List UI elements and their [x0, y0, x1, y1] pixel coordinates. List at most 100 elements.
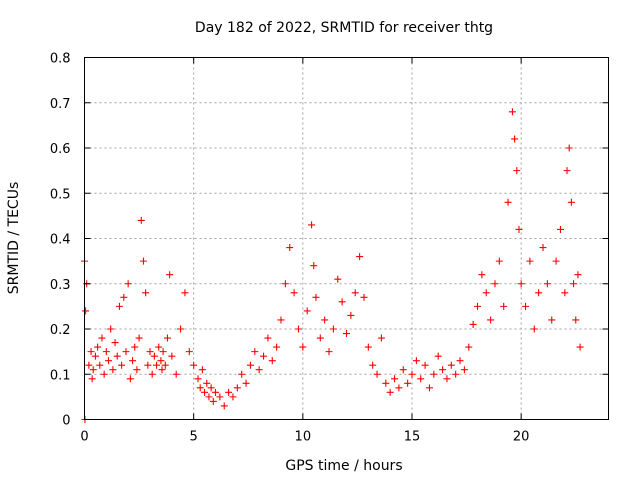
data-point [158, 366, 166, 374]
data-point [343, 330, 350, 338]
data-point [434, 352, 442, 360]
data-point [316, 334, 324, 342]
data-point [572, 316, 580, 324]
y-tick-label: 0.1 [50, 368, 71, 383]
data-point [216, 393, 224, 401]
data-point [399, 366, 407, 374]
x-tick-label: 15 [404, 430, 421, 445]
data-point [360, 293, 368, 301]
chart-title: Day 182 of 2022, SRMTID for receiver tht… [195, 20, 493, 36]
data-point [96, 361, 104, 369]
data-point [157, 357, 165, 365]
data-point [377, 334, 385, 342]
y-axis-label: SRMTID / TECUs [6, 182, 22, 295]
data-point [203, 379, 211, 387]
data-point [113, 352, 121, 360]
data-point [264, 334, 272, 342]
y-tick-label: 0 [62, 414, 70, 429]
data-point [347, 311, 355, 319]
data-point [251, 348, 259, 356]
y-tick-label: 0.5 [50, 187, 71, 202]
data-point [308, 221, 316, 229]
data-point [504, 198, 512, 206]
data-point [209, 397, 217, 405]
data-points [81, 108, 584, 423]
data-point [144, 361, 152, 369]
data-point [120, 293, 128, 301]
data-point [508, 108, 516, 116]
data-point [500, 302, 508, 310]
data-point [290, 289, 298, 297]
data-point [229, 393, 237, 401]
data-point [89, 366, 97, 374]
data-point [430, 370, 438, 378]
x-tick-label: 5 [190, 430, 198, 445]
data-point [447, 361, 455, 369]
data-point [91, 352, 99, 360]
data-point [421, 361, 429, 369]
data-point [539, 244, 547, 252]
data-point [425, 384, 433, 392]
data-point [87, 348, 95, 356]
y-tick-label: 0.3 [50, 278, 71, 293]
data-point [161, 361, 169, 369]
data-point [460, 366, 468, 374]
data-point [417, 375, 425, 383]
data-point [246, 361, 254, 369]
data-point [133, 366, 141, 374]
data-point [115, 302, 123, 310]
data-point [356, 253, 364, 261]
data-point [168, 352, 176, 360]
data-point [131, 343, 139, 351]
data-point [205, 393, 213, 401]
data-point [281, 280, 289, 288]
y-tick-label: 0.7 [50, 97, 71, 112]
data-point [526, 257, 534, 265]
data-point [85, 361, 93, 369]
data-point [207, 384, 215, 392]
data-point [196, 384, 204, 392]
data-point [124, 280, 132, 288]
data-point [556, 225, 564, 233]
data-point [469, 320, 477, 328]
data-point [567, 198, 575, 206]
data-point [238, 370, 246, 378]
data-point [535, 289, 543, 297]
data-point [181, 289, 189, 297]
data-point [465, 343, 473, 351]
data-point [338, 298, 346, 306]
data-point [351, 289, 359, 297]
data-point [159, 348, 167, 356]
data-point [105, 357, 113, 365]
data-point [109, 366, 117, 374]
data-point [408, 370, 416, 378]
data-point [255, 366, 263, 374]
data-point [137, 216, 145, 224]
data-point [491, 280, 499, 288]
data-point [98, 334, 106, 342]
data-point [382, 379, 390, 387]
data-point [163, 334, 171, 342]
data-point [201, 388, 209, 396]
data-point [166, 271, 174, 279]
data-point [299, 343, 307, 351]
data-point [395, 384, 403, 392]
data-point [148, 370, 156, 378]
data-point [452, 370, 460, 378]
data-point [142, 289, 150, 297]
data-point [220, 402, 228, 410]
y-tick-label: 0.6 [50, 142, 71, 157]
data-point [225, 388, 233, 396]
data-point [543, 280, 551, 288]
data-point [273, 343, 281, 351]
data-point [135, 334, 143, 342]
data-point [386, 388, 394, 396]
data-point [260, 352, 268, 360]
data-point [474, 302, 481, 310]
data-point [190, 361, 198, 369]
data-point [88, 375, 96, 383]
data-point [412, 357, 420, 365]
data-point [522, 302, 530, 310]
data-point [155, 343, 163, 351]
